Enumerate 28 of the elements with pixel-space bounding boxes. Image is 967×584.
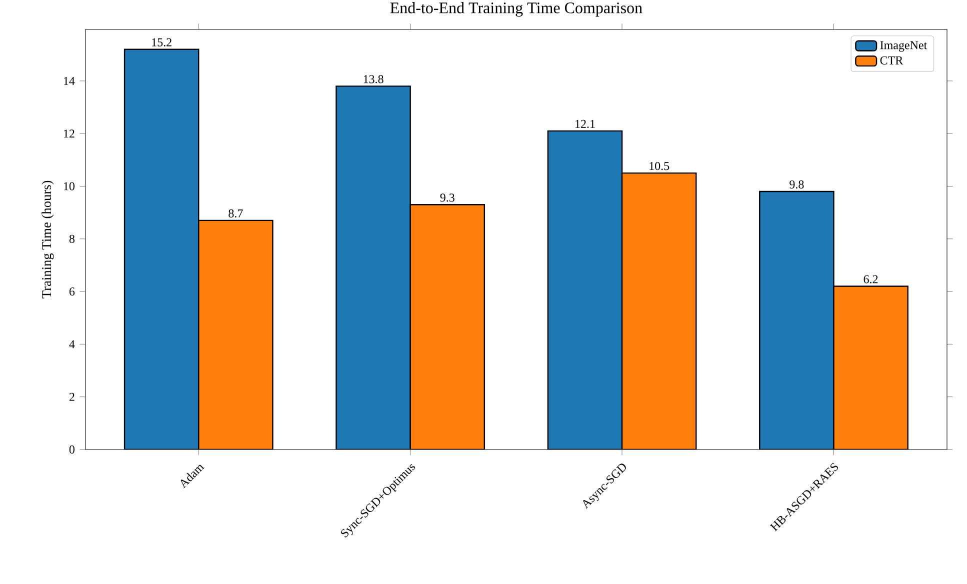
bar <box>410 204 486 450</box>
data-label: 8.7 <box>228 209 243 218</box>
legend-label: ImageNet <box>880 41 928 52</box>
y-tick-label: 12 <box>64 130 74 138</box>
y-axis-title: Training Time (hours) <box>42 180 54 298</box>
y-tick-label: 4 <box>69 340 75 348</box>
bar <box>124 48 200 450</box>
y-tick-label: 10 <box>64 182 75 190</box>
chart-title: End-to-End Training Time Comparison <box>390 2 642 17</box>
data-label: 6.2 <box>864 275 878 284</box>
bar <box>759 190 834 450</box>
legend-label: CTR <box>880 56 904 64</box>
data-label: 10.5 <box>650 162 670 170</box>
bar <box>833 286 908 450</box>
y-tick-label: 8 <box>69 234 75 243</box>
bar <box>548 130 622 450</box>
data-label: 13.8 <box>364 75 384 84</box>
data-label: 15.2 <box>152 38 172 46</box>
data-label: 12.1 <box>576 120 595 128</box>
y-tick-label: 14 <box>64 76 75 85</box>
data-label: 9.3 <box>440 194 454 202</box>
y-tick-label: 0 <box>69 445 75 454</box>
y-tick-label: 6 <box>69 287 75 296</box>
bar <box>336 86 411 450</box>
bar <box>622 172 696 450</box>
bar <box>198 220 274 450</box>
y-tick-label: 2 <box>69 392 74 401</box>
data-label: 9.8 <box>790 180 804 188</box>
